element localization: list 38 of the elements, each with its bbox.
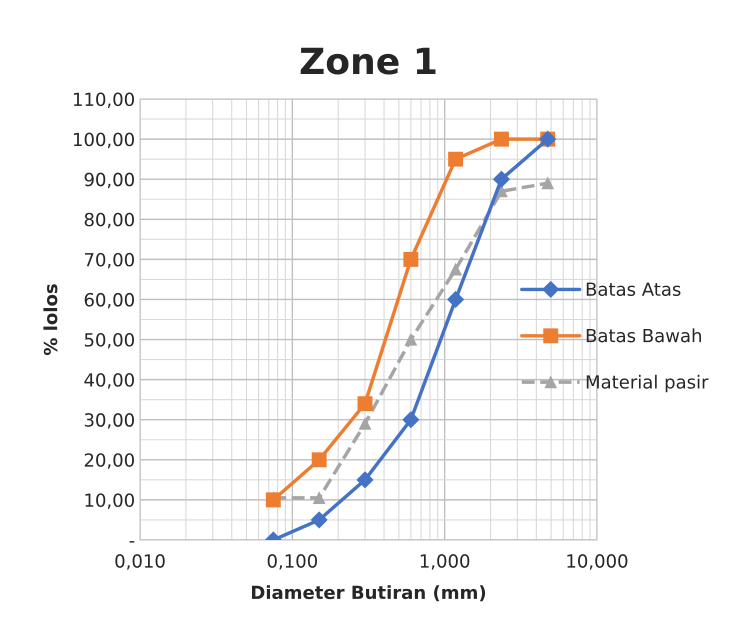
y-tick-label: 30,00 [84,413,134,429]
y-tick-label: 100,00 [74,132,134,148]
y-tick-label: 10,00 [85,493,134,509]
point [266,492,281,508]
point [447,291,464,308]
y-tick-label: 60,00 [84,292,134,308]
legend-label: Material pasir [586,374,708,392]
point [358,418,372,430]
point [310,512,328,528]
point [312,452,327,468]
point [450,263,462,276]
y-tick-label: 40,00 [84,373,134,389]
point [402,411,420,428]
x-tick-label: 1,000 [420,554,470,570]
y-tick-label: 50,00 [84,333,134,348]
legend-label: Batas Bawah [586,328,701,342]
legend-label: Batas Atas [586,282,680,296]
y-tick-label: - [130,541,134,543]
y-tick-label: 90,00 [84,172,134,188]
point [493,170,510,188]
y-tick-label: 110,00 [74,92,134,108]
y-tick-label: 20,00 [84,453,134,469]
x-tick-label: 0,100 [268,554,317,570]
x-tick-label: 10,000 [567,554,628,570]
point [356,471,374,488]
point [448,152,464,167]
chart-title: Zone 1 [300,48,436,75]
point [403,252,418,267]
y-tick-label: 80,00 [84,212,134,228]
point [542,177,554,190]
y-axis-title: % lolos [43,284,58,356]
point [358,396,372,412]
x-axis-title: Diameter Butiran (mm) [252,585,486,602]
point [404,333,417,346]
point [494,132,509,147]
x-tick-label: 0,010 [115,554,165,570]
y-tick-label: 70,00 [84,252,134,268]
point [313,492,326,504]
